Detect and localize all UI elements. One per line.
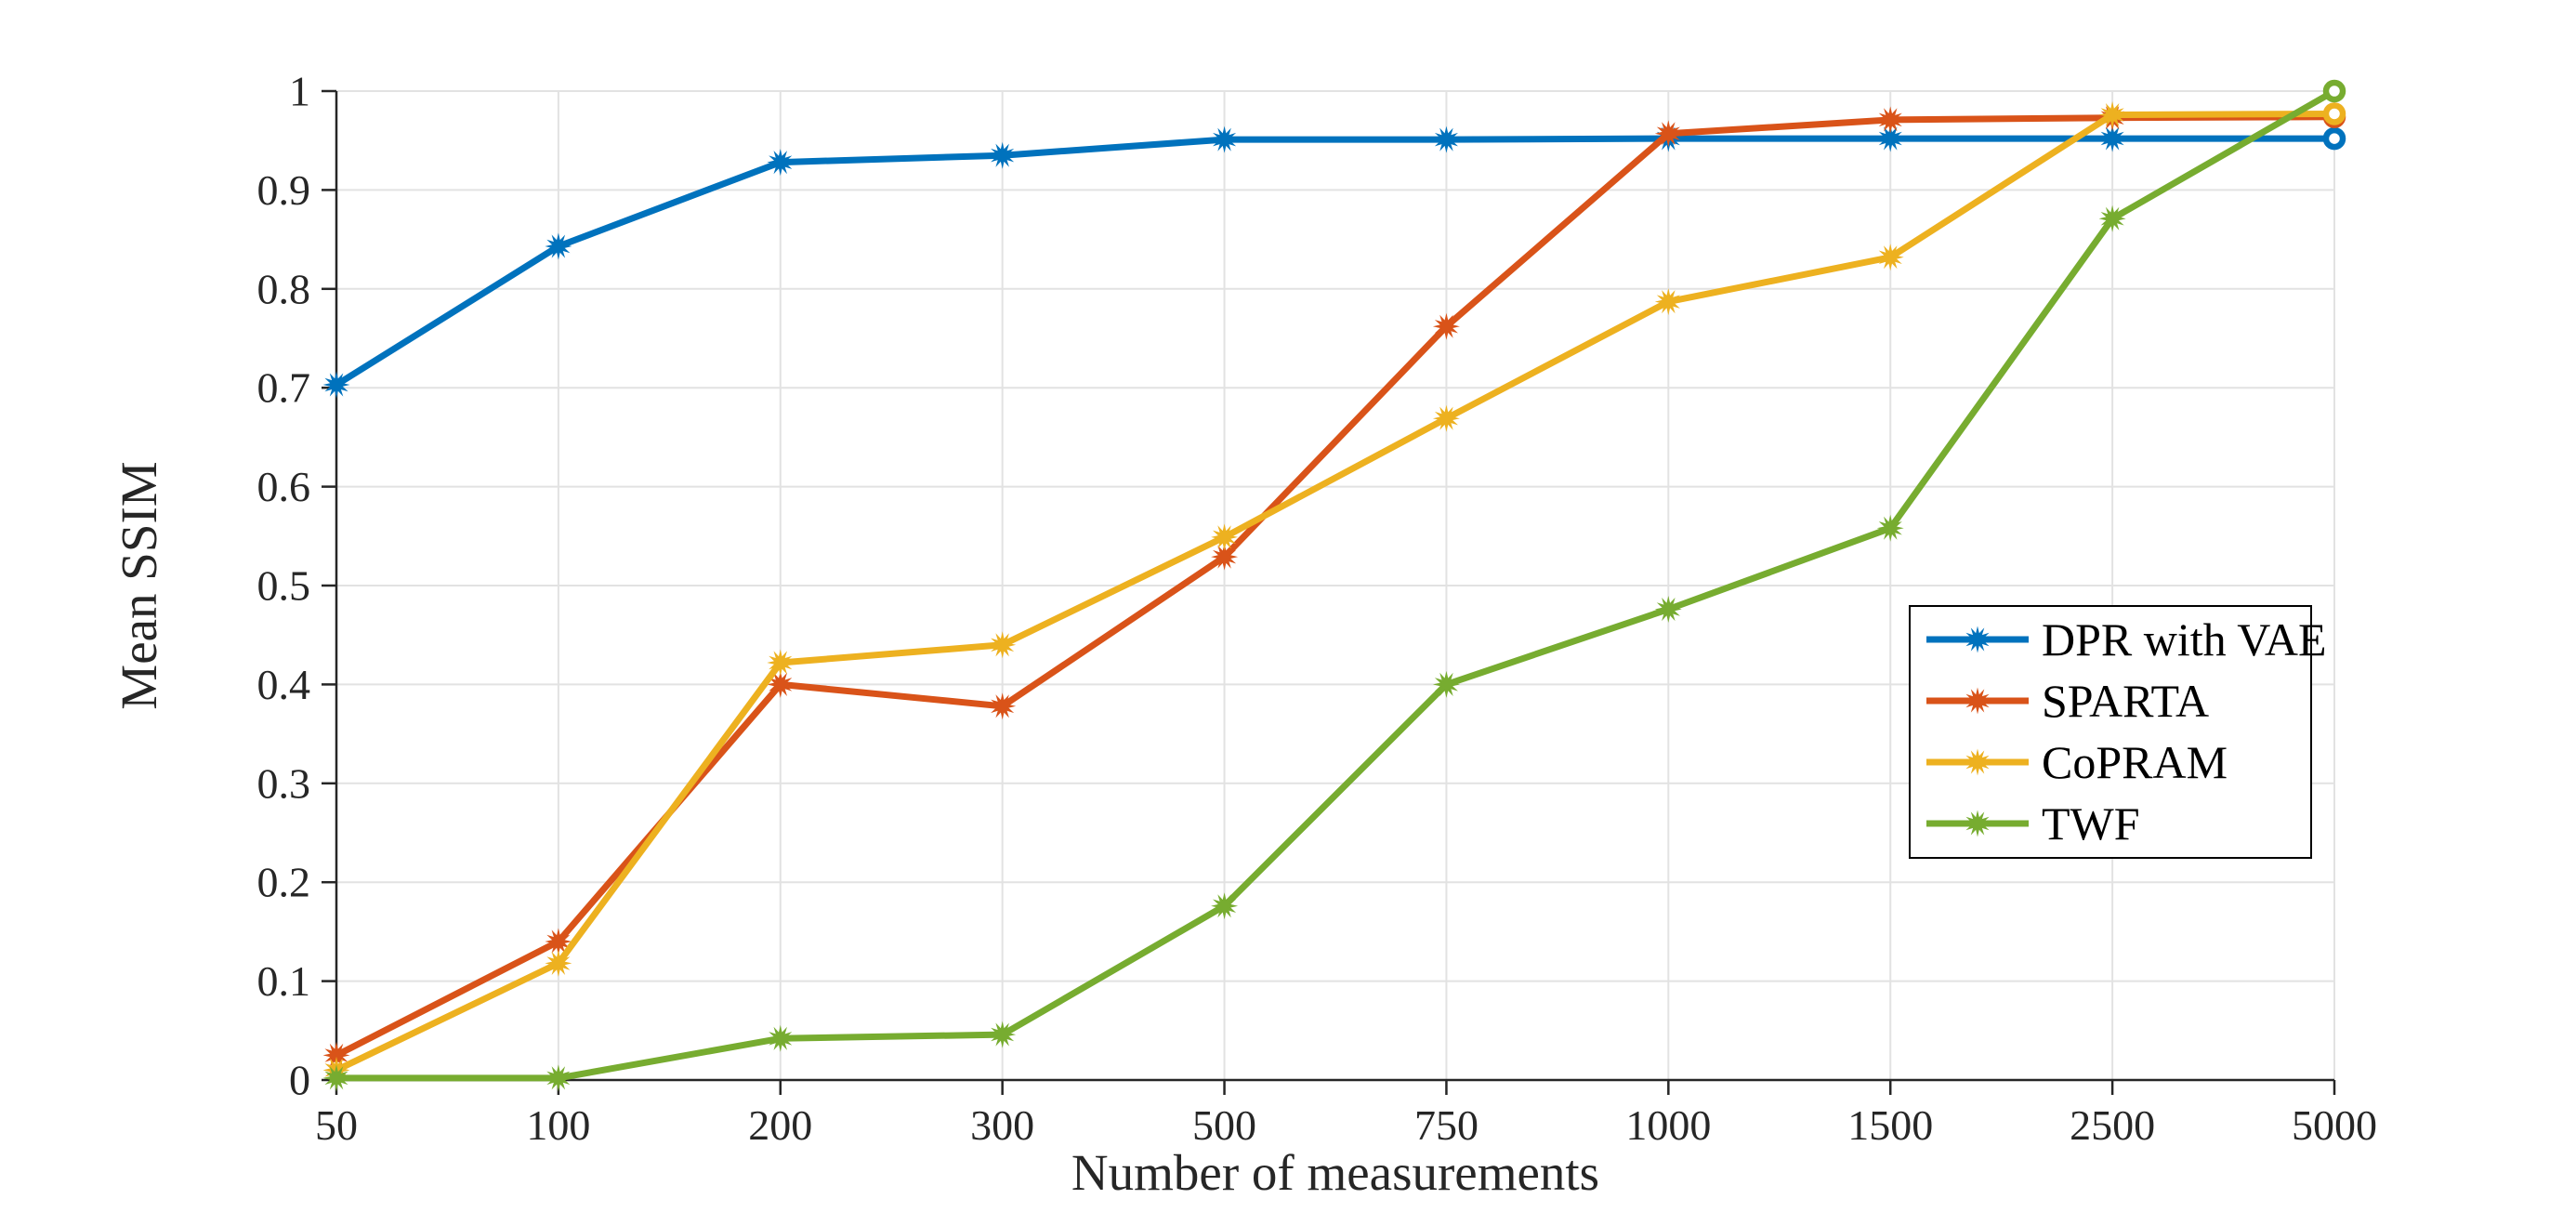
data-point-marker — [1432, 670, 1460, 698]
data-point-marker — [1876, 106, 1904, 134]
y-tick-label: 0.4 — [257, 661, 311, 708]
legend-label-twf: TWF — [2042, 797, 2140, 850]
x-tick-label: 300 — [970, 1101, 1034, 1149]
data-point-marker — [322, 1041, 350, 1069]
x-tick-label: 100 — [526, 1101, 590, 1149]
data-point-marker — [322, 1064, 350, 1092]
data-point-marker — [2098, 125, 2126, 152]
y-tick-label: 0.5 — [257, 562, 311, 610]
data-point-marker — [1432, 125, 1460, 153]
data-point-marker — [767, 649, 795, 677]
legend-label-dpr-with-vae: DPR with VAE — [2042, 613, 2327, 665]
data-point-marker — [1654, 288, 1682, 316]
x-tick-label: 500 — [1192, 1101, 1256, 1149]
data-point-marker — [1211, 543, 1239, 571]
data-point-marker — [1876, 244, 1904, 271]
y-tick-label: 0.9 — [257, 166, 311, 214]
series-line-dpr-with-vae — [333, 135, 2338, 389]
x-tick-label: 1500 — [1847, 1101, 1933, 1149]
data-point-marker — [322, 371, 350, 399]
legend-marker-sample — [1964, 810, 1991, 837]
x-tick-label: 750 — [1414, 1101, 1479, 1149]
series-line-copram — [333, 111, 2338, 1074]
y-tick-label: 0.1 — [257, 957, 311, 1005]
data-point-marker — [1211, 523, 1239, 551]
y-tick-label: 0.6 — [257, 463, 311, 510]
data-point-marker — [767, 149, 795, 177]
x-tick-label: 5000 — [2292, 1101, 2377, 1149]
data-point-marker — [989, 141, 1017, 169]
x-tick-label: 200 — [748, 1101, 812, 1149]
x-tick-label: 1000 — [1625, 1101, 1711, 1149]
y-tick-label: 0.7 — [257, 364, 311, 412]
data-point-marker — [1876, 514, 1904, 542]
data-point-marker — [545, 928, 572, 955]
data-point-ring — [2322, 102, 2346, 125]
legend-marker-sample — [1964, 748, 1991, 776]
legend-marker-sample — [1964, 626, 1991, 653]
y-axis-label: Mean SSIM — [111, 461, 167, 709]
data-point-marker — [1654, 596, 1682, 623]
data-point-marker — [989, 692, 1017, 720]
data-point-marker — [1211, 125, 1239, 153]
x-tick-label: 2500 — [2070, 1101, 2155, 1149]
y-tick-label: 1 — [289, 68, 310, 115]
data-point-marker — [1654, 120, 1682, 148]
y-tick-label: 0.8 — [257, 265, 311, 312]
legend-label-sparta: SPARTA — [2042, 675, 2209, 727]
y-tick-label: 0 — [289, 1057, 310, 1104]
data-point-marker — [767, 670, 795, 698]
data-point-marker — [545, 949, 572, 977]
data-point-marker — [989, 631, 1017, 659]
y-tick-label: 0.3 — [257, 759, 311, 807]
data-point-marker — [989, 1021, 1017, 1048]
data-point-marker — [2098, 101, 2126, 128]
data-point-marker — [1876, 125, 1904, 152]
data-point-marker — [1432, 404, 1460, 432]
data-point-marker — [1432, 312, 1460, 340]
x-axis-label: Number of measurements — [1071, 1144, 1599, 1201]
series-line-twf — [333, 87, 2338, 1082]
data-point-marker — [545, 1064, 572, 1092]
data-point-marker — [2098, 204, 2126, 232]
legend-marker-sample — [1964, 687, 1991, 715]
data-point-ring — [2322, 126, 2346, 151]
data-point-marker — [1211, 892, 1239, 920]
x-tick-label: 50 — [315, 1101, 358, 1149]
data-point-ring — [2322, 79, 2346, 103]
legend-label-copram: CoPRAM — [2042, 736, 2228, 788]
y-tick-label: 0.2 — [257, 859, 311, 906]
data-point-marker — [545, 232, 572, 260]
data-point-marker — [767, 1024, 795, 1052]
